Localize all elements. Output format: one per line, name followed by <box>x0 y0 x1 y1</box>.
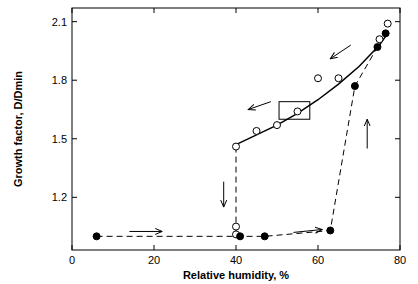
x-tick-top <box>72 8 73 13</box>
y-tick-right <box>395 138 400 139</box>
data-point <box>384 20 391 27</box>
data-point <box>93 233 100 240</box>
y-tick-label: 2.1 <box>52 16 67 28</box>
data-point <box>294 108 301 115</box>
data-point <box>382 30 389 37</box>
data-point <box>253 127 260 134</box>
x-tick-top <box>154 8 155 13</box>
y-tick <box>72 21 77 22</box>
x-tick-label: 0 <box>69 254 75 266</box>
chart: 0 20 40 60 80 1.2 1.5 1.8 2.1 Relative humidity, … <box>0 0 418 284</box>
data-point <box>315 75 322 82</box>
x-tick-top <box>318 8 319 13</box>
y-tick-right <box>395 80 400 81</box>
x-tick <box>154 245 155 250</box>
y-axis-label: Growth factor, D/Dmin <box>12 71 24 187</box>
x-tick <box>72 245 73 250</box>
data-point <box>335 75 342 82</box>
series-line <box>236 33 388 144</box>
plot-frame <box>72 8 400 250</box>
data-point <box>376 36 383 43</box>
x-tick-top <box>236 8 237 13</box>
y-tick-label: 1.2 <box>52 191 67 203</box>
y-tick-right <box>395 21 400 22</box>
y-tick <box>72 138 77 139</box>
data-point <box>233 223 240 230</box>
data-point <box>237 233 244 240</box>
data-point <box>374 44 381 51</box>
arrow <box>330 45 351 59</box>
series-line <box>97 33 386 236</box>
x-tick <box>400 245 401 250</box>
x-tick-label: 20 <box>148 254 160 266</box>
y-tick <box>72 197 77 198</box>
y-tick-label: 1.8 <box>52 74 67 86</box>
highlight-box <box>279 102 310 120</box>
x-tick <box>236 245 237 250</box>
x-tick-label: 60 <box>312 254 324 266</box>
data-point <box>327 227 334 234</box>
arrow <box>248 102 271 110</box>
x-tick-label: 40 <box>230 254 242 266</box>
y-tick-label: 1.5 <box>52 133 67 145</box>
plot-area <box>93 20 391 240</box>
data-point <box>233 143 240 150</box>
x-tick-top <box>400 8 401 13</box>
arrow <box>367 119 368 148</box>
arrow <box>223 182 224 207</box>
data-point <box>274 122 281 129</box>
data-point <box>261 233 268 240</box>
x-axis-label: Relative humidity, % <box>183 269 289 281</box>
x-tick-label: 80 <box>394 254 406 266</box>
y-tick <box>72 80 77 81</box>
data-point <box>351 83 358 90</box>
arrow <box>129 231 162 232</box>
y-tick-right <box>395 197 400 198</box>
x-tick <box>318 245 319 250</box>
